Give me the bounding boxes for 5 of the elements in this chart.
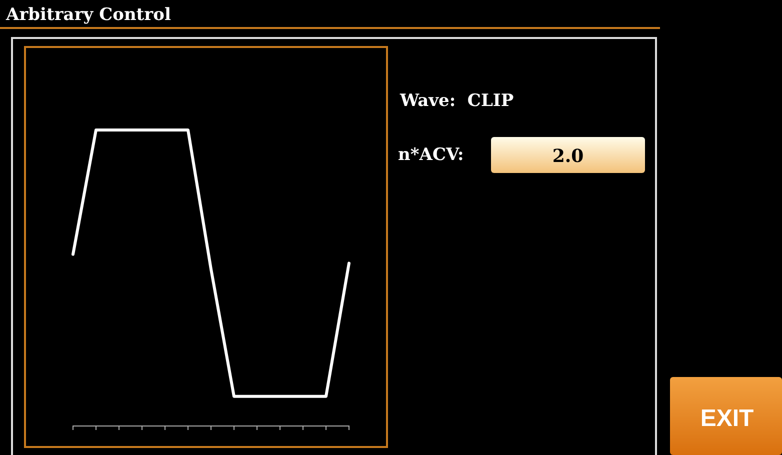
text: 2.0 (552, 146, 584, 167)
chart-title: Arbitrary Control (5, 5, 172, 25)
text: Wave: CLIP (399, 91, 514, 111)
text: EXIT (700, 405, 754, 432)
text: n*ACV: (398, 145, 464, 165)
